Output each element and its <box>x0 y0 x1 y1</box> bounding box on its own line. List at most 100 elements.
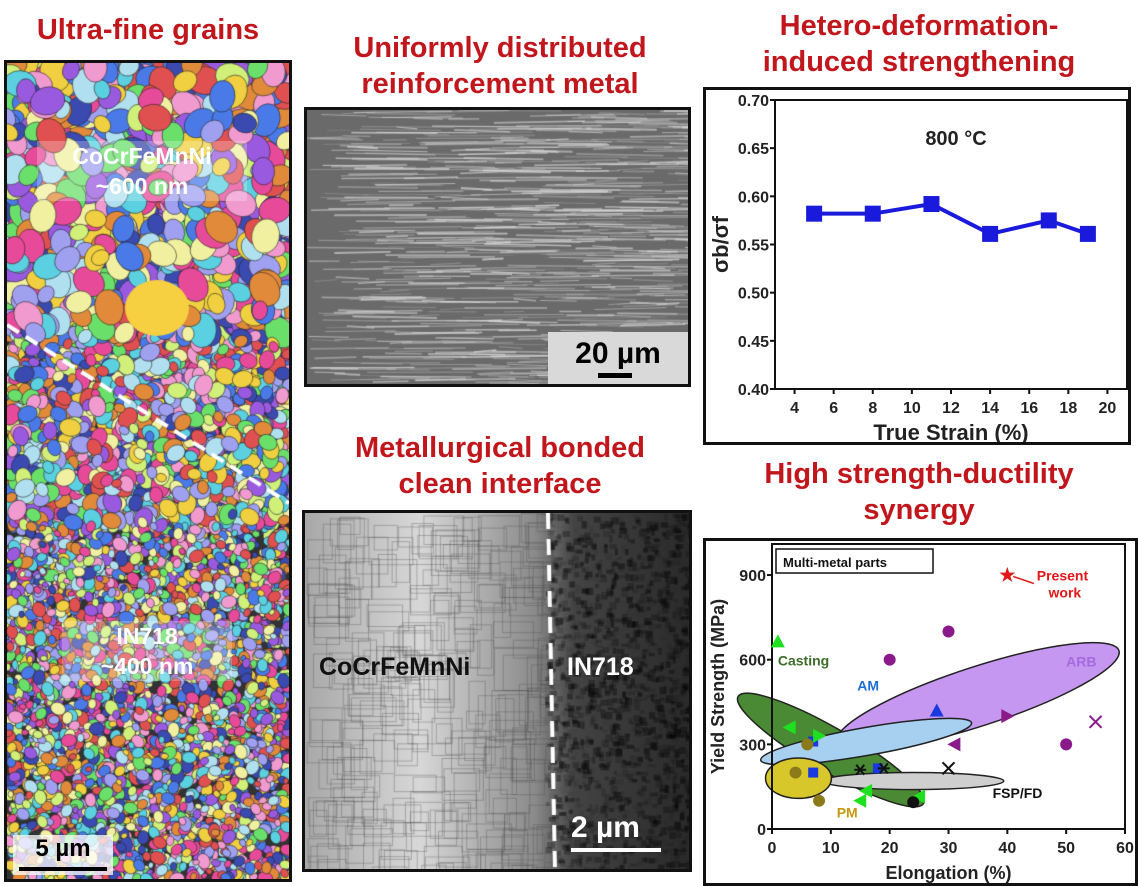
data-point <box>883 653 896 666</box>
title-interface: Metallurgical bonded clean interface <box>296 430 704 502</box>
right-alloy-label: IN718 <box>567 653 634 681</box>
scale-line <box>19 867 107 871</box>
data-point <box>1060 738 1073 751</box>
data-point <box>1079 225 1096 242</box>
title-line: reinforcement metal <box>361 68 639 100</box>
data-point <box>982 225 999 242</box>
ebsd-grain-map: CoCrFeMnNi ~600 nm IN718 ~400 nm 5 µm <box>4 60 292 882</box>
scale-bar: 5 µm <box>13 835 113 875</box>
data-point <box>789 766 802 779</box>
title-line: clean interface <box>398 468 602 500</box>
top-alloy-label: CoCrFeMnNi ~600 nm <box>37 141 247 201</box>
y-tick-label: 0.50 <box>738 286 769 303</box>
data-point <box>877 762 890 774</box>
x-tick-label: 10 <box>822 840 840 857</box>
data-point <box>947 737 961 752</box>
legend-box-text: Multi-metal parts <box>783 555 887 570</box>
x-tick-label: 30 <box>940 840 958 857</box>
y-tick-label: 0.55 <box>738 238 769 255</box>
grain-size: ~400 nm <box>100 653 194 679</box>
x-tick-label: 10 <box>903 400 921 417</box>
region-label: work <box>1048 585 1082 601</box>
data-point <box>942 625 955 638</box>
y-tick-label: 600 <box>739 653 766 670</box>
data-point <box>941 761 956 776</box>
region-label: Present <box>1037 568 1089 584</box>
scale-line <box>598 373 632 378</box>
title-line: synergy <box>863 494 975 526</box>
x-tick-label: 20 <box>881 840 899 857</box>
x-tick-label: 40 <box>998 840 1016 857</box>
data-point <box>859 783 873 798</box>
region-label: AM <box>857 678 879 694</box>
tem-image <box>305 513 689 869</box>
present-work-arrow <box>1012 575 1035 585</box>
grain-size: ~600 nm <box>95 173 189 199</box>
data-point <box>923 196 940 213</box>
title-line: Hetero-deformation- <box>779 10 1059 42</box>
x-tick-label: 20 <box>1099 400 1117 417</box>
x-tick-label: 0 <box>768 840 777 857</box>
scale-line <box>571 848 661 852</box>
hdi-chart-panel: 4 6 8 10 12 14 16 18 20 0.40 0.45 0.50 0.55 0.60 0.65 0… <box>703 87 1131 445</box>
data-point <box>808 767 819 778</box>
left-alloy-label: CoCrFeMnNi <box>319 653 471 681</box>
data-point <box>813 794 826 807</box>
y-tick-label: 0.65 <box>738 141 769 158</box>
title-reinforcement: Uniformly distributed reinforcement metal <box>296 30 704 102</box>
data-point <box>1088 715 1103 729</box>
data-point <box>1040 212 1057 229</box>
x-tick-label: 4 <box>790 400 799 417</box>
y-tick-label: 0 <box>757 822 766 839</box>
data-point: ★ <box>999 565 1016 585</box>
region-label: PM <box>837 805 858 821</box>
y-tick-label: 300 <box>739 737 766 754</box>
ratio-vs-strain-chart: 4 6 8 10 12 14 16 18 20 0.40 0.45 0.50 0.55 0.60 0.65 0… <box>708 93 1128 442</box>
scale-text: 20 µm <box>575 337 661 370</box>
temperature-annotation: 800 °C <box>925 128 986 150</box>
x-tick-label: 14 <box>981 400 999 417</box>
region-am <box>759 717 973 766</box>
data-point <box>853 793 867 808</box>
data-point <box>854 764 867 776</box>
data-point <box>864 205 881 222</box>
x-axis-label: Elongation (%) <box>886 863 1012 883</box>
x-tick-label: 6 <box>829 400 838 417</box>
title-hdi-strengthening: Hetero-deformation-induced strengthening <box>700 8 1138 80</box>
data-point <box>907 796 920 809</box>
bottom-alloy-label: IN718 ~400 nm <box>62 621 232 681</box>
x-tick-label: 8 <box>868 400 877 417</box>
tem-interface-micrograph: CoCrFeMnNi IN718 2 µm <box>302 510 692 872</box>
x-tick-label: 12 <box>942 400 960 417</box>
title-synergy: High strength-ductility synergy <box>700 456 1138 528</box>
data-point <box>1001 709 1015 724</box>
x-axis-label: True Strain (%) <box>873 420 1028 442</box>
region-label: FSP/FD <box>993 785 1043 801</box>
title-ultra-fine-grains: Ultra-fine grains <box>36 14 260 46</box>
y-tick-label: 0.60 <box>738 189 769 206</box>
region-fsp-fd <box>821 771 1005 791</box>
alloy-name: IN718 <box>116 623 178 649</box>
data-point <box>813 728 827 743</box>
data-point <box>770 634 785 648</box>
y-axis-label: σb/σf <box>708 215 733 273</box>
title-line: Metallurgical bonded <box>354 432 646 464</box>
x-tick-label: 60 <box>1116 840 1134 857</box>
x-tick-label: 16 <box>1020 400 1038 417</box>
data-point <box>929 703 944 717</box>
sem-micrograph: 20 µm <box>304 107 691 387</box>
data-point <box>806 205 823 222</box>
x-tick-label: 18 <box>1059 400 1077 417</box>
title-line: High strength-ductility <box>764 458 1074 490</box>
data-point <box>782 720 796 735</box>
scale-text: 2 µm <box>571 811 640 844</box>
strength-ductility-chart-panel: 0 10 20 30 40 50 60 0 300 600 900 Elongation (%) Yie… <box>703 538 1138 886</box>
region-label: Casting <box>778 652 829 668</box>
y-axis-label: Yield Strength (MPa) <box>708 599 728 774</box>
data-point <box>912 789 926 804</box>
scale-bar: 20 µm <box>548 332 688 384</box>
y-tick-label: 900 <box>739 568 766 585</box>
title-line: induced strengthening <box>762 46 1076 78</box>
legend-box <box>775 548 934 574</box>
